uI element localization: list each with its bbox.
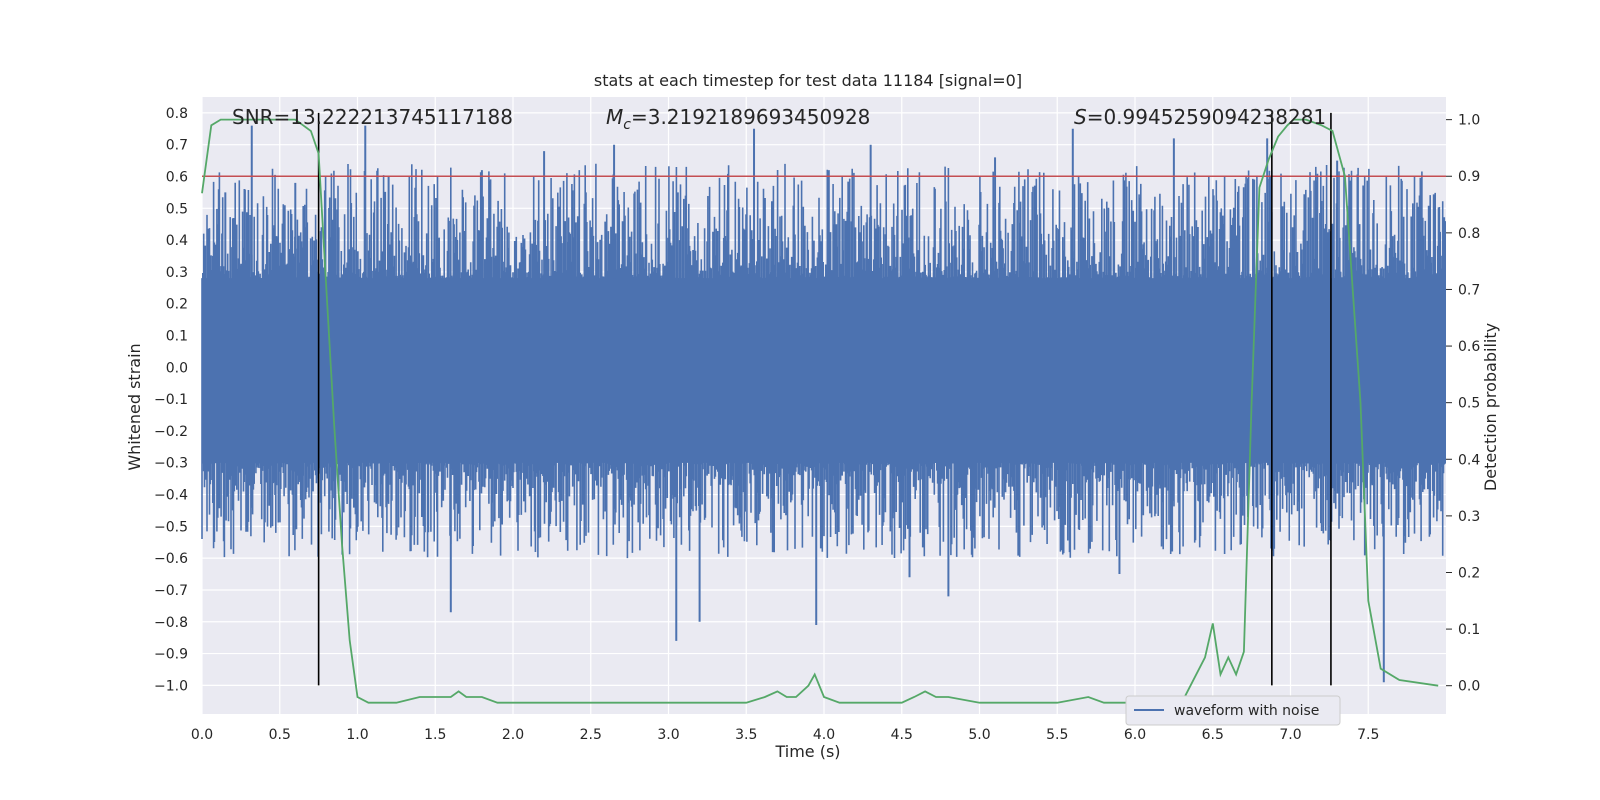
y-tick-label: 0.0: [166, 360, 188, 376]
chirp-mass-annotation: Mc=3.2192189693450928: [606, 105, 870, 133]
x-tick-label: 4.0: [813, 727, 835, 743]
y-tick-label: −1.0: [154, 678, 188, 694]
chart-title: stats at each timestep for test data 111…: [594, 71, 1022, 90]
y-tick-label: 0.2: [166, 297, 188, 313]
y-tick-label: 0.8: [166, 106, 188, 122]
x-tick-label: 1.5: [424, 727, 446, 743]
x-tick-label: 5.0: [968, 727, 990, 743]
y-axis-label: Whitened strain: [125, 343, 144, 470]
legend-box: [1125, 695, 1341, 726]
snr-annotation: SNR=13.222213745117188: [232, 105, 513, 129]
y2-tick-label: 0.4: [1458, 452, 1480, 468]
overlay-lines: [201, 112, 1446, 704]
y-tick-label: −0.4: [154, 488, 188, 504]
y-tick-label: 0.4: [166, 233, 188, 249]
x-tick-label: 6.5: [1202, 727, 1224, 743]
x-tick-label: 3.0: [657, 727, 679, 743]
y2-axis-label: Detection probability: [1481, 323, 1500, 491]
x-tick-label: 7.0: [1279, 727, 1301, 743]
y2-tick-label: 0.0: [1458, 679, 1480, 695]
y-tick-label: −0.5: [154, 519, 188, 535]
x-tick-label: 0.5: [269, 727, 291, 743]
y-tick-label: −0.2: [154, 424, 188, 440]
y-tick-label: −0.3: [154, 456, 188, 472]
y-tick-label: −0.9: [154, 647, 188, 663]
x-tick-label: 5.5: [1046, 727, 1068, 743]
x-axis-label: Time (s): [774, 742, 840, 761]
y-tick-label: −0.1: [154, 392, 188, 408]
y2-tick-label: 0.9: [1458, 169, 1480, 185]
y-tick-label: −0.6: [154, 551, 188, 567]
y-tick-label: 0.7: [166, 138, 188, 154]
y-tick-label: 0.1: [166, 329, 188, 345]
x-tick-label: 2.5: [580, 727, 602, 743]
x-tick-label: 7.5: [1357, 727, 1379, 743]
tick-labels: 0.0 0.5 1.0 1.5 2.0 2.5 3.0 3.5 4.0 4.5 5.0 5.5 6.0 6…: [154, 106, 1480, 743]
y2-tick-label: 0.3: [1458, 509, 1480, 525]
x-tick-label: 2.0: [502, 727, 524, 743]
y-tick-label: −0.7: [154, 583, 188, 599]
x-tick-label: 3.5: [735, 727, 757, 743]
y-tick-label: 0.6: [166, 170, 188, 186]
s-annotation: S=0.9945259094238281: [1074, 105, 1326, 129]
waveform-series: [201, 125, 1446, 683]
y-tick-label: −0.8: [154, 615, 188, 631]
x-tick-label: 1.0: [346, 727, 368, 743]
y-tick-label: 0.3: [166, 265, 188, 281]
y-tick-label: 0.5: [166, 201, 188, 217]
x-tick-label: 4.5: [891, 727, 913, 743]
legend: waveform with noise: [1125, 695, 1341, 726]
x-tick-label: 6.0: [1124, 727, 1146, 743]
y2-tick-label: 0.5: [1458, 396, 1480, 412]
waveform-core-band: [202, 278, 1446, 463]
y2-tick-label: 0.1: [1458, 622, 1480, 638]
y2-tick-label: 1.0: [1458, 113, 1480, 129]
y2-tick-label: 0.8: [1458, 226, 1480, 242]
y2-tick-label: 0.2: [1458, 565, 1480, 581]
x-tick-label: 0.0: [191, 727, 213, 743]
y2-tick-label: 0.7: [1458, 282, 1480, 298]
detection-probability-line: [201, 118, 1439, 704]
legend-label: waveform with noise: [1174, 703, 1319, 719]
y2-tick-label: 0.6: [1458, 339, 1480, 355]
